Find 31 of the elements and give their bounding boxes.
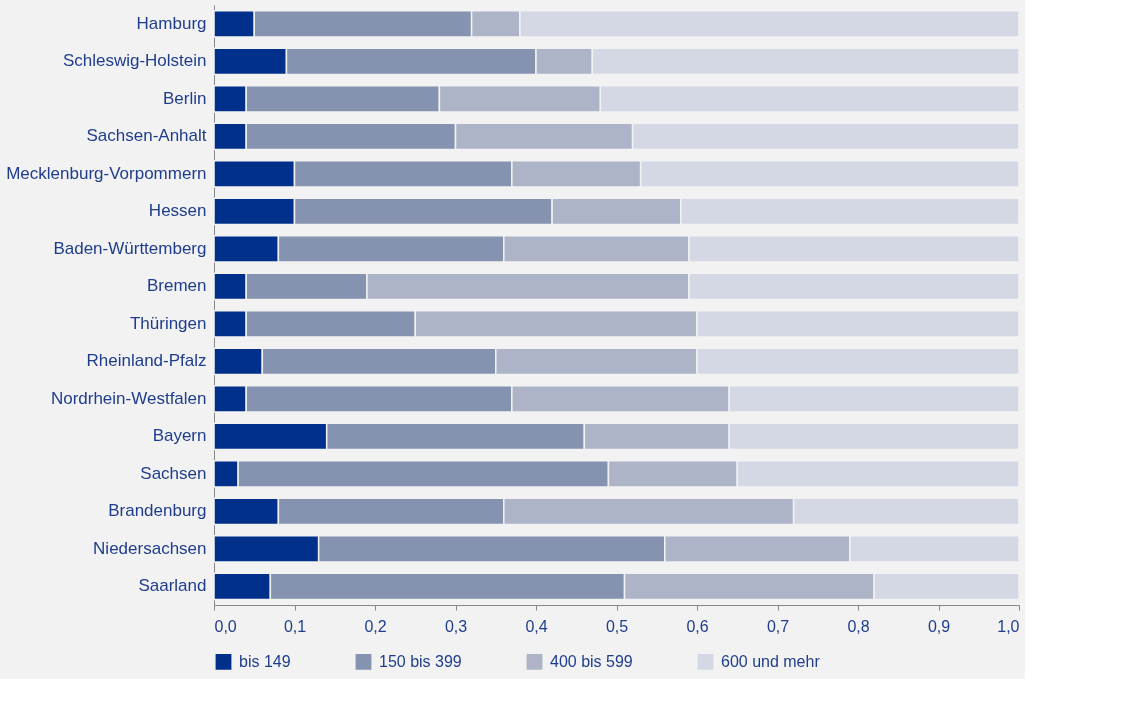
x-tick-label: 0,8 (847, 617, 870, 635)
y-tick-label: Nordrhein-Westfalen (50, 388, 207, 408)
y-tick-label: Baden-Württemberg (53, 238, 207, 258)
x-tick-label: 0,3 (444, 617, 468, 635)
y-tick-label: Sachsen (140, 463, 207, 483)
y-tick-label: Brandenburg (108, 501, 207, 521)
y-tick-label: Hamburg (136, 13, 207, 33)
y-tick-label: Sachsen-Anhalt (86, 126, 207, 146)
y-tick-label: Hessen (148, 201, 207, 221)
legend-label: 150 bis 399 (379, 652, 462, 670)
y-tick-label: Mecklenburg-Vorpommern (6, 163, 207, 183)
y-tick-label: Berlin (163, 88, 207, 108)
x-tick-label: 0,5 (605, 617, 629, 635)
y-tick-label: Rheinland-Pfalz (86, 351, 207, 371)
x-tick-label: 1,0 (997, 617, 1020, 635)
y-tick-label: Saarland (138, 576, 207, 596)
y-tick-label: Niedersachsen (93, 538, 207, 558)
y-tick-label: Schleswig-Holstein (62, 51, 207, 71)
legend-label: 600 und mehr (721, 652, 821, 670)
x-tick-label: 0,7 (766, 617, 790, 635)
y-tick-label: Bremen (146, 276, 207, 296)
x-tick-label: 0,9 (927, 617, 951, 635)
y-tick-label: Bayern (152, 426, 207, 446)
x-tick-label: 0,1 (283, 617, 307, 635)
x-tick-label: 0,6 (686, 617, 709, 635)
legend-label: 400 bis 599 (550, 652, 633, 670)
legend-label: bis 149 (239, 652, 291, 670)
y-tick-label: Thüringen (129, 313, 207, 333)
x-tick-label: 0,4 (525, 617, 548, 635)
x-tick-label: 0,2 (364, 617, 387, 635)
x-tick-label: 0,0 (214, 617, 237, 635)
